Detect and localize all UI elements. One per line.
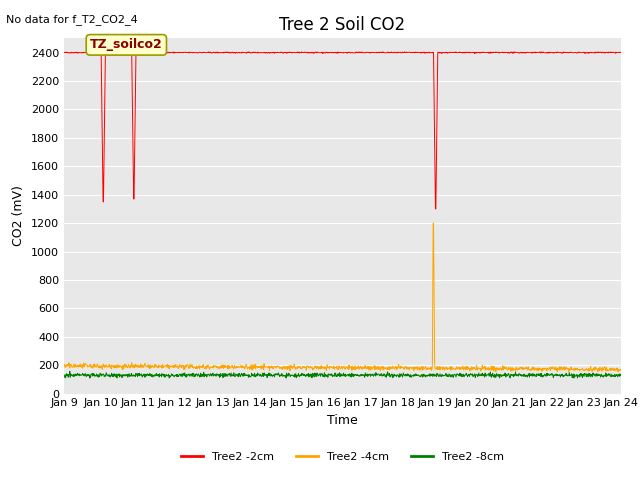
X-axis label: Time: Time [327,414,358,427]
Text: TZ_soilco2: TZ_soilco2 [90,38,163,51]
Y-axis label: CO2 (mV): CO2 (mV) [12,186,26,246]
Legend: Tree2 -2cm, Tree2 -4cm, Tree2 -8cm: Tree2 -2cm, Tree2 -4cm, Tree2 -8cm [176,447,509,466]
Text: No data for f_T2_CO2_4: No data for f_T2_CO2_4 [6,14,138,25]
Title: Tree 2 Soil CO2: Tree 2 Soil CO2 [279,16,406,34]
